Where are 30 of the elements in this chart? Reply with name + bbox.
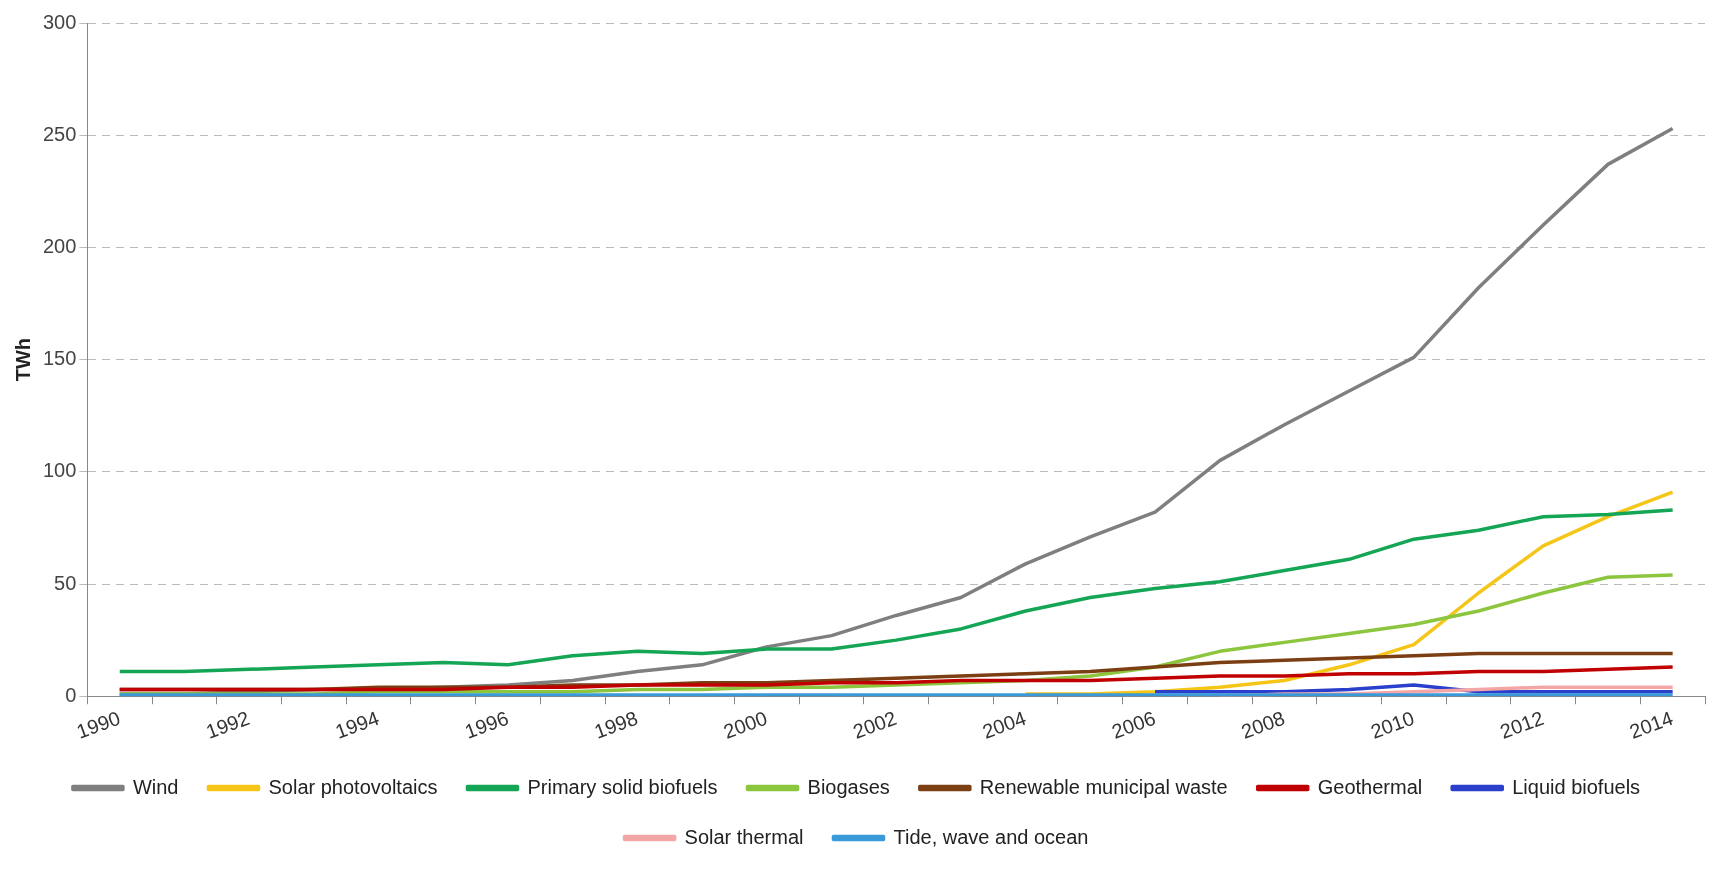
y-tick-label: 100: [42, 459, 77, 482]
y-tick-label: 150: [42, 347, 77, 370]
legend-label: Geothermal: [1317, 775, 1423, 798]
x-tick-label: 2002: [850, 706, 900, 743]
x-tick-label: 2004: [979, 706, 1029, 743]
x-tick-label: 2008: [1238, 706, 1288, 743]
x-tick-label: 2000: [720, 706, 771, 743]
x-tick-label: 1994: [332, 706, 382, 743]
y-axis-title: TWh: [11, 337, 34, 382]
x-tick-label: 1996: [461, 706, 512, 743]
x-tick-label: 2010: [1367, 706, 1418, 743]
y-tick-label: 300: [42, 10, 77, 33]
x-tick-label: 2014: [1626, 706, 1676, 743]
y-tick-label: 250: [42, 122, 77, 145]
x-tick-label: 1990: [73, 706, 123, 743]
y-tick-label: 0: [65, 683, 77, 706]
legend-label: Primary solid biofuels: [527, 775, 718, 798]
legend-label: Liquid biofuels: [1512, 775, 1641, 798]
legend-label: Renewable municipal waste: [979, 775, 1228, 798]
x-tick-label: 2006: [1108, 706, 1159, 743]
y-tick-label: 200: [42, 234, 77, 257]
x-tick-label: 1998: [591, 706, 641, 743]
y-tick-label: 50: [54, 571, 77, 594]
legend-label: Wind: [132, 775, 179, 798]
legend-label: Solar thermal: [684, 825, 804, 848]
legend-label: Tide, wave and ocean: [893, 825, 1089, 848]
legend-label: Biogases: [807, 775, 890, 798]
legend-label: Solar photovoltaics: [268, 775, 438, 798]
x-tick-label: 2012: [1497, 706, 1547, 743]
x-tick-label: 1992: [203, 706, 253, 743]
